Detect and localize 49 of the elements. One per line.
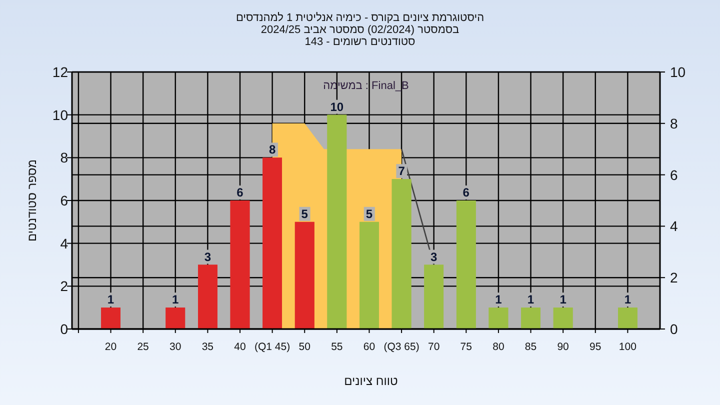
x-tick-label: 35	[202, 341, 214, 353]
y-tick-label: 4	[60, 235, 68, 252]
y-axis-title: מספר סטודנטים	[25, 159, 39, 242]
y-tick-label: 10	[52, 106, 68, 123]
x-tick-label: 75	[460, 341, 472, 353]
data-label: 3	[430, 250, 438, 264]
data-label: 1	[527, 292, 534, 307]
x-tick-label: 85	[524, 341, 537, 353]
data-label: 6	[462, 186, 470, 200]
y-tick-label: 0	[60, 321, 68, 337]
chart-subtitle: בסמסטר (02/2024) סמסטר אביב 2024/25 סטודנטים רשומים - 143	[260, 24, 460, 48]
x-tick-label: 95	[590, 341, 602, 353]
y-tick-label: 8	[60, 150, 68, 166]
x-tick-label: (Q1 45)	[254, 341, 290, 353]
x-tick-label: 60	[363, 341, 376, 353]
data-label: 7	[398, 164, 406, 178]
y-tick-label: 12	[52, 64, 68, 80]
x-axis-title: טווח ציונים	[344, 374, 398, 388]
data-label: 10	[330, 100, 344, 114]
x-tick-label: 40	[234, 341, 246, 353]
y2-tick-label: 8	[670, 115, 678, 132]
x-tick-label: 25	[137, 341, 150, 353]
chart-title: היסטוגרמת ציונים בקורס - כימיה אנליטית 1 למהנדסים	[236, 12, 484, 24]
x-tick-label: 100	[618, 341, 637, 353]
data-label: 1	[560, 292, 567, 307]
data-label: 1	[107, 292, 114, 307]
data-label: 6	[236, 186, 244, 200]
data-label: 1	[495, 292, 502, 307]
data-label: 5	[301, 206, 308, 221]
x-tick-label: 70	[428, 341, 440, 353]
y2-tick-label: 0	[670, 321, 678, 337]
y-tick-label: 2	[60, 278, 68, 294]
data-label: 3	[204, 250, 212, 264]
data-label: 1	[624, 292, 632, 307]
y2-tick-label: 6	[670, 166, 678, 183]
x-tick-label: 20	[104, 341, 117, 353]
data-label: 8	[268, 142, 276, 157]
y-tick-label: 6	[60, 192, 68, 208]
x-tick-label: (Q3 65)	[384, 341, 420, 353]
x-tick-label: 90	[557, 341, 570, 353]
x-tick-label: 80	[492, 341, 504, 353]
x-tick-label: 30	[170, 341, 182, 353]
y2-tick-label: 2	[670, 270, 678, 286]
data-label: 1	[172, 292, 180, 307]
y2-tick-label: 10	[670, 64, 686, 80]
x-tick-label: 50	[298, 341, 311, 353]
y2-tick-label: 4	[670, 218, 678, 234]
data-label: 5	[366, 206, 373, 221]
x-tick-label: 55	[331, 341, 343, 353]
